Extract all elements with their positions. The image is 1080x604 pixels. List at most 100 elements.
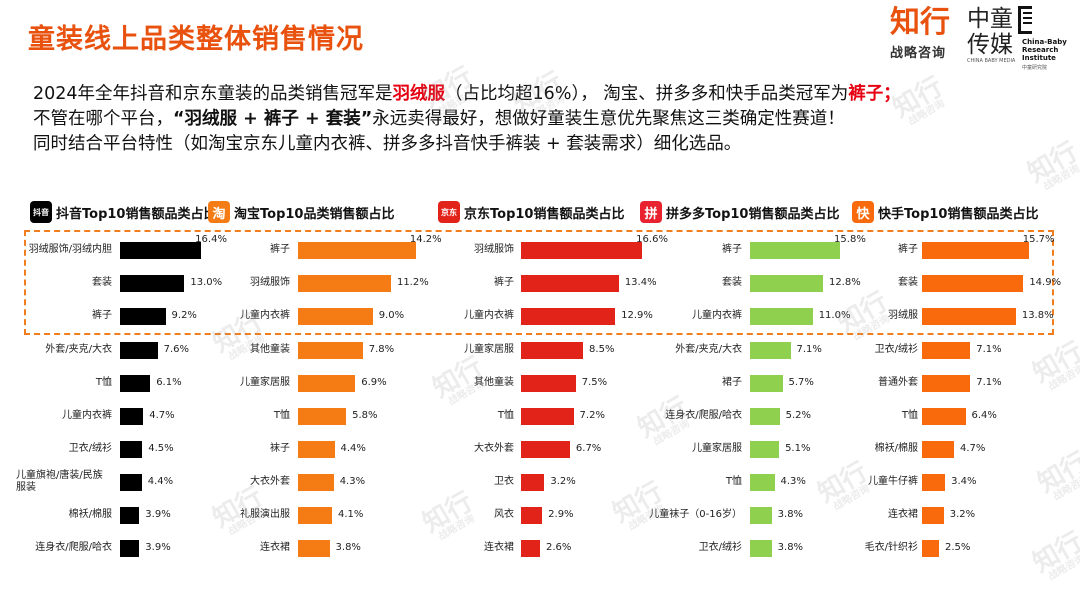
- bar: [521, 241, 643, 259]
- data-label: 6.4%: [971, 410, 997, 421]
- bar: [120, 539, 140, 557]
- category-label: T恤: [273, 410, 290, 421]
- watermark: 知行 战略咨询: [417, 486, 482, 546]
- category-label: 其他童装: [474, 377, 514, 388]
- data-label: 13.4%: [624, 277, 657, 288]
- cbri-line2: Research: [1022, 46, 1059, 54]
- intro-l2-c: 永远卖得最好，想做好童装生意优先聚焦这三类确定性赛道！: [372, 109, 845, 129]
- category-label: 套装: [92, 277, 112, 288]
- data-label: 6.7%: [575, 443, 602, 454]
- bar: [298, 539, 330, 557]
- intro-l2-a: 不管在哪个平台，: [33, 109, 173, 129]
- bar: [922, 374, 971, 392]
- category-label: 儿童内衣裤: [464, 310, 514, 321]
- ztcm-logo-line2: 传媒: [967, 32, 1013, 58]
- bar: [120, 407, 144, 425]
- data-label: 6.9%: [361, 377, 387, 388]
- category-label: 礼服演出服: [240, 509, 290, 520]
- bar: [750, 440, 780, 458]
- category-label: 连身衣/爬服/哈衣: [665, 410, 742, 421]
- bar: [521, 440, 570, 458]
- category-label: 儿童家居服: [692, 443, 742, 454]
- intro-l1-c: （占比均超16%）， 淘宝、拼多多和快手品类冠军为: [445, 84, 849, 104]
- bar: [298, 374, 356, 392]
- category-label: 普通外套: [878, 377, 918, 388]
- cbri-text: China-Baby Research Institute: [1022, 38, 1067, 62]
- category-label: 羽绒服饰/羽绒内胆: [28, 244, 112, 255]
- data-label: 13.8%: [1021, 310, 1054, 321]
- bar: [521, 407, 574, 425]
- data-label: 16.4%: [195, 234, 227, 245]
- bar: [298, 307, 373, 325]
- bar: [750, 407, 780, 425]
- data-label: 2.5%: [945, 542, 971, 553]
- bar: [750, 374, 783, 392]
- data-label: 9.0%: [378, 310, 405, 321]
- category-label: 棉袄/棉服: [68, 509, 112, 520]
- category-label: 裤子: [722, 244, 742, 255]
- data-label: 4.3%: [339, 476, 366, 487]
- data-label: 4.7%: [959, 443, 986, 454]
- chart-header-douyin: 抖音 抖音Top10销售额品类占比: [30, 199, 216, 225]
- intro-line-1: 2024年全年抖音和京东童装的品类销售冠军是羽绒服（占比均超16%）， 淘宝、拼…: [33, 82, 1053, 107]
- watermark-subtext: 战略咨询: [1046, 553, 1080, 583]
- category-label: 连身衣/爬服/哈衣: [35, 542, 112, 553]
- page-title: 童装线上品类整体销售情况: [28, 24, 364, 55]
- bar: [922, 341, 971, 359]
- watermark-text: 知行: [207, 481, 269, 534]
- data-label: 7.5%: [581, 377, 608, 388]
- data-label: 5.2%: [785, 410, 812, 421]
- chart-title: 淘宝Top10品类销售额占比: [234, 206, 395, 222]
- ztcm-logo-line1: 中童: [967, 6, 1013, 32]
- data-label: 3.8%: [777, 509, 804, 520]
- watermark: 知行 战略咨询: [633, 392, 697, 451]
- bar: [750, 241, 841, 259]
- watermark-text: 知行: [1032, 446, 1080, 499]
- watermark-text: 知行: [1027, 526, 1080, 579]
- category-label: 卫衣/绒衫: [698, 542, 742, 553]
- data-label: 3.9%: [145, 509, 171, 520]
- data-label: 16.6%: [636, 234, 668, 245]
- category-label: 儿童旗袍/唐装/民族服装: [16, 470, 103, 493]
- intro-l1-a: 2024年全年抖音和京东童装的品类销售冠军是: [33, 84, 393, 104]
- zhixing-logo-text: 知行: [890, 5, 950, 40]
- data-label: 3.8%: [335, 542, 361, 553]
- category-label: 儿童内衣裤: [240, 310, 290, 321]
- bar: [922, 440, 954, 458]
- category-label: 连衣裙: [260, 542, 290, 553]
- bar: [298, 341, 363, 359]
- data-label: 3.8%: [777, 542, 804, 553]
- category-label: 儿童袜子（0-16岁）: [649, 509, 742, 520]
- chart-header-taobao: 淘淘宝Top10品类销售额占比: [208, 199, 394, 225]
- watermark: 知行 战略咨询: [812, 456, 877, 516]
- data-label: 2.6%: [545, 542, 572, 553]
- bar: [521, 539, 540, 557]
- data-label: 5.1%: [785, 443, 811, 454]
- intro-text: 2024年全年抖音和京东童装的品类销售冠军是羽绒服（占比均超16%）， 淘宝、拼…: [33, 82, 1053, 157]
- category-label: 连衣裙: [484, 542, 514, 553]
- watermark-text: 知行: [812, 456, 874, 509]
- pdd-icon: 拼: [640, 201, 662, 223]
- intro-line-2: 不管在哪个平台，“羽绒服 + 裤子 + 套装”永远卖得最好，想做好童装生意优先聚…: [33, 107, 1053, 132]
- category-label: 大衣外套: [250, 476, 290, 487]
- category-label: T恤: [901, 410, 918, 421]
- intro-l1-highlight: 羽绒服: [392, 84, 446, 104]
- data-label: 4.1%: [338, 509, 364, 520]
- data-label: 4.5%: [148, 443, 174, 454]
- data-label: 4.4%: [340, 443, 366, 454]
- bar: [120, 374, 151, 392]
- bar: [750, 539, 772, 557]
- category-label: 毛衣/针织衫: [864, 542, 918, 553]
- bar: [521, 473, 545, 491]
- category-label: 风衣: [494, 509, 514, 520]
- bar: [521, 274, 619, 292]
- bar: [298, 506, 332, 524]
- intro-l2-highlight: “羽绒服 + 裤子 + 套装”: [173, 109, 373, 129]
- data-label: 15.8%: [834, 234, 866, 245]
- watermark-text: 知行: [417, 486, 479, 539]
- bar: [750, 274, 823, 292]
- bar: [922, 506, 944, 524]
- category-label: 卫衣/绒衫: [874, 344, 918, 355]
- data-label: 11.2%: [396, 277, 429, 288]
- category-label: T恤: [497, 410, 514, 421]
